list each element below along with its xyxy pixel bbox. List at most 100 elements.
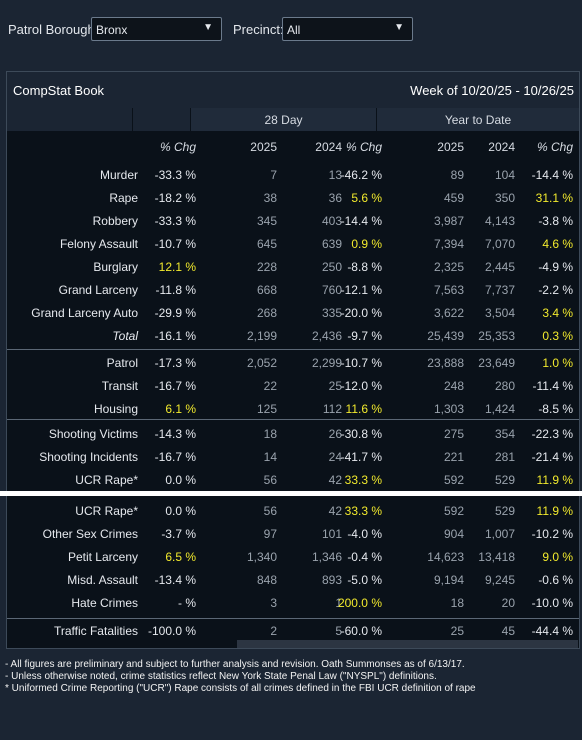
- table-row: Misd. Assault -13.4 % 848 893 -5.0 % 9,194 9,2…: [7, 569, 579, 592]
- cell-ychg: 11.9 %: [536, 504, 573, 518]
- panel-header: CompStat Book Week of 10/20/25 - 10/26/2…: [7, 72, 579, 108]
- cell-wk: 12.1 %: [158, 260, 196, 274]
- cell-y24: 280: [494, 379, 515, 393]
- group-header-week: [133, 108, 190, 131]
- cell-y25: 14,623: [427, 550, 464, 564]
- filter-bar: Patrol Borough: Bronx ▼ Precinct: All ▼: [0, 0, 582, 62]
- table-row: Rape -18.2 % 38 36 5.6 % 459 350 31.1 %: [7, 187, 579, 210]
- cell-y25: 592: [443, 473, 464, 487]
- cell-d24: 760: [321, 283, 342, 297]
- cell-d24: 2,299: [311, 356, 342, 370]
- cell-d25: 2: [270, 624, 277, 638]
- cell-wk: - %: [178, 596, 196, 610]
- cell-d25: 97: [263, 527, 277, 541]
- borough-select[interactable]: Bronx ▼: [91, 17, 222, 41]
- cell-ychg: 4.6 %: [542, 237, 573, 251]
- cell-ychg: 3.4 %: [542, 306, 573, 320]
- row-label: Grand Larceny Auto: [31, 306, 138, 320]
- cell-ychg: -3.8 %: [538, 214, 573, 228]
- row-label: Transit: [101, 379, 138, 393]
- cell-dchg: -8.8 %: [347, 260, 382, 274]
- cell-d25: 3: [270, 596, 277, 610]
- row-label: Petit Larceny: [67, 550, 138, 564]
- precinct-select[interactable]: All ▼: [282, 17, 413, 41]
- cell-d24: 639: [321, 237, 342, 251]
- cell-y24: 23,649: [478, 356, 515, 370]
- cell-y25: 221: [443, 450, 464, 464]
- cell-d24: 24: [328, 450, 342, 464]
- group-header-blank: [7, 108, 132, 131]
- cell-y24: 13,418: [478, 550, 515, 564]
- table-row: Grand Larceny Auto -29.9 % 268 335 -20.0 % 3,…: [7, 302, 579, 325]
- cell-y24: 9,245: [484, 573, 515, 587]
- cell-y24: 45: [501, 624, 515, 638]
- cell-y24: 104: [494, 168, 515, 182]
- cell-y25: 23,888: [427, 356, 464, 370]
- cell-d25: 125: [256, 402, 277, 416]
- cell-dchg: -0.4 %: [347, 550, 382, 564]
- cell-wk: -29.9 %: [154, 306, 196, 320]
- cell-y24: 25,353: [478, 329, 515, 343]
- cell-d25: 2,052: [246, 356, 277, 370]
- cell-y24: 7,737: [484, 283, 515, 297]
- cell-y25: 3,987: [433, 214, 464, 228]
- row-label: Felony Assault: [59, 237, 138, 251]
- cell-wk: -13.4 %: [154, 573, 196, 587]
- cell-y24: 2,445: [484, 260, 515, 274]
- cell-wk: -11.8 %: [155, 283, 196, 297]
- cell-ychg: 1.0 %: [542, 356, 573, 370]
- cell-dchg: 5.6 %: [351, 191, 382, 205]
- cell-wk: 6.5 %: [165, 550, 196, 564]
- cell-d25: 668: [256, 283, 277, 297]
- cell-d25: 228: [256, 260, 277, 274]
- compstat-panel: CompStat Book Week of 10/20/25 - 10/26/2…: [6, 71, 580, 649]
- cell-d24: 893: [321, 573, 342, 587]
- table-row: Burglary 12.1 % 228 250 -8.8 % 2,325 2,445 -4.9…: [7, 256, 579, 279]
- cell-wk: 6.1 %: [165, 402, 196, 416]
- borough-label: Patrol Borough:: [8, 22, 99, 37]
- row-label: Shooting Incidents: [39, 450, 138, 464]
- cell-d25: 56: [263, 504, 277, 518]
- col-header: 2025: [437, 140, 464, 154]
- cell-wk: 0.0 %: [165, 473, 196, 487]
- table-row: UCR Rape* 0.0 % 56 42 33.3 % 592 529 11.9 %: [7, 469, 579, 492]
- footnotes: - All figures are preliminary and subjec…: [5, 659, 476, 695]
- cell-wk: -100.0 %: [147, 624, 196, 638]
- table-row: Petit Larceny 6.5 % 1,340 1,346 -0.4 % 14,623…: [7, 546, 579, 569]
- cell-d24: 101: [321, 527, 342, 541]
- cell-d25: 268: [256, 306, 277, 320]
- cell-y25: 9,194: [433, 573, 464, 587]
- cell-y25: 7,563: [433, 283, 464, 297]
- cell-dchg: -41.7 %: [340, 450, 382, 464]
- horizontal-scrollbar[interactable]: [237, 640, 578, 648]
- table-row: Traffic Fatalities -100.0 % 2 5 -60.0 % 25 45-…: [7, 620, 579, 643]
- cell-y25: 248: [443, 379, 464, 393]
- cell-d24: 25: [328, 379, 342, 393]
- precinct-select-value: All: [287, 23, 301, 37]
- cell-dchg: -4.0 %: [347, 527, 382, 541]
- cell-d24: 42: [328, 504, 342, 518]
- table-row: Other Sex Crimes -3.7 % 97 101 -4.0 % 904 1,00…: [7, 523, 579, 546]
- row-label: Robbery: [92, 214, 138, 228]
- cell-y24: 3,504: [484, 306, 515, 320]
- cell-wk: -3.7 %: [161, 527, 196, 541]
- row-label: Shooting Victims: [48, 427, 138, 441]
- cell-y24: 281: [494, 450, 515, 464]
- cell-d24: 42: [328, 473, 342, 487]
- cell-d25: 38: [263, 191, 277, 205]
- cell-y25: 18: [450, 596, 464, 610]
- cell-ychg: 0.3 %: [542, 329, 573, 343]
- cell-y24: 529: [494, 473, 515, 487]
- row-label: UCR Rape*: [75, 504, 138, 518]
- cell-ychg: -10.0 %: [531, 596, 573, 610]
- chevron-down-icon: ▼: [394, 22, 404, 33]
- cell-d24: 13: [328, 168, 342, 182]
- cell-d25: 645: [256, 237, 277, 251]
- precinct-label: Precinct:: [233, 22, 284, 37]
- cell-ychg: 9.0 %: [542, 550, 573, 564]
- cell-ychg: -10.2 %: [531, 527, 573, 541]
- week-range: Week of 10/20/25 - 10/26/25: [410, 83, 574, 98]
- cell-d25: 22: [263, 379, 277, 393]
- cell-ychg: 31.1 %: [535, 191, 573, 205]
- cell-y25: 459: [443, 191, 464, 205]
